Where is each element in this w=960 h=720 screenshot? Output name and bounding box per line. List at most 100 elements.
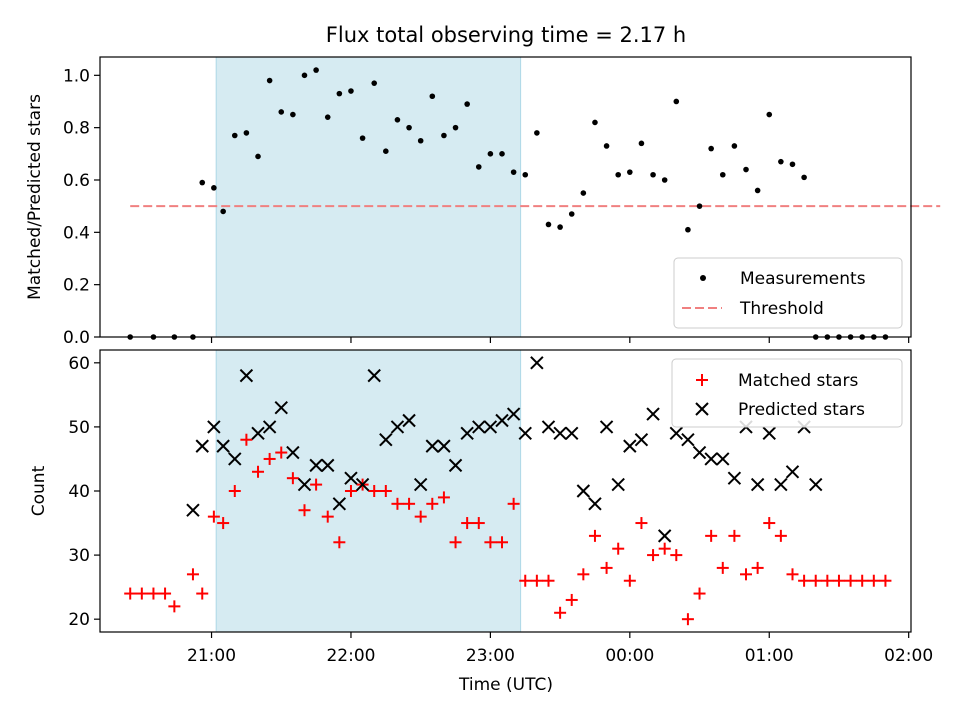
predicted-star-point bbox=[774, 477, 788, 492]
measurement-point bbox=[789, 161, 796, 168]
measurement-point bbox=[452, 124, 459, 131]
matched-star-point bbox=[333, 536, 346, 549]
measurement-point bbox=[417, 137, 424, 144]
matched-star-point bbox=[635, 517, 648, 530]
matched-star-point bbox=[228, 485, 241, 497]
bottom-x-tick-label: 02:00 bbox=[884, 646, 933, 666]
predicted-star-point bbox=[646, 407, 660, 421]
matched-star-point bbox=[159, 587, 172, 600]
bottom-y-axis: 20 30 40 50 60 bbox=[68, 354, 100, 630]
predicted-star-point bbox=[483, 420, 498, 434]
matched-star-point bbox=[716, 561, 729, 574]
predicted-star-point bbox=[216, 439, 230, 453]
measurement-point bbox=[255, 153, 261, 160]
legend-marker-matched bbox=[696, 374, 708, 386]
bottom-x-tick-label: 23:00 bbox=[466, 646, 515, 666]
matched-star-point bbox=[832, 574, 845, 587]
matched-star-point bbox=[751, 561, 764, 574]
matched-star-point bbox=[507, 497, 520, 510]
measurement-point bbox=[348, 88, 354, 94]
measurement-point bbox=[638, 140, 645, 147]
predicted-star-point bbox=[518, 426, 532, 441]
predicted-star-point bbox=[251, 426, 265, 441]
matched-star-point bbox=[196, 587, 209, 600]
measurement-point bbox=[754, 187, 761, 194]
measurement-point bbox=[603, 143, 610, 149]
measurement-point bbox=[627, 169, 633, 175]
chart-title: Flux total observing time = 2.17 h bbox=[326, 23, 686, 47]
measurements-series bbox=[127, 67, 889, 340]
matched-star-point bbox=[449, 536, 462, 549]
matched-star-point bbox=[414, 510, 427, 523]
matched-star-point bbox=[809, 574, 822, 587]
top-y-tick-label: 0.6 bbox=[63, 171, 90, 191]
measurement-point bbox=[394, 117, 401, 123]
predicted-star-point bbox=[506, 407, 521, 421]
matched-star-point bbox=[484, 536, 497, 549]
bottom-legend: Matched stars Predicted stars bbox=[671, 358, 903, 428]
matched-star-point bbox=[577, 568, 590, 581]
matched-stars-series bbox=[124, 433, 892, 626]
measurement-point bbox=[220, 208, 226, 215]
measurement-point bbox=[650, 171, 656, 178]
predicted-star-point bbox=[809, 477, 823, 492]
predicted-star-point bbox=[228, 452, 242, 466]
matched-star-point bbox=[124, 587, 137, 600]
bottom-y-tick-label: 20 bbox=[68, 610, 90, 630]
predicted-star-point bbox=[576, 484, 591, 498]
measurement-point bbox=[522, 171, 529, 178]
matched-star-point bbox=[786, 568, 799, 581]
measurement-point bbox=[685, 226, 691, 233]
measurement-point bbox=[429, 93, 436, 100]
measurement-point bbox=[696, 203, 703, 209]
matched-star-point bbox=[763, 517, 776, 530]
matched-star-point bbox=[252, 465, 265, 478]
top-shaded-span bbox=[215, 56, 522, 338]
top-plot-frame bbox=[99, 56, 912, 338]
measurement-point bbox=[243, 130, 250, 136]
bottom-legend-box bbox=[671, 358, 903, 428]
bottom-plot-frame bbox=[99, 349, 912, 633]
measurement-point bbox=[778, 158, 784, 165]
predicted-star-point bbox=[553, 426, 567, 441]
bottom-x-tick-label: 01:00 bbox=[745, 646, 794, 666]
measurement-point bbox=[510, 169, 517, 175]
top-legend-box bbox=[673, 257, 903, 329]
measurement-point bbox=[266, 77, 273, 84]
predicted-star-point bbox=[274, 400, 288, 415]
matched-star-point bbox=[681, 613, 694, 626]
predicted-star-point bbox=[565, 426, 579, 441]
matched-star-point bbox=[186, 568, 199, 581]
matched-star-point bbox=[472, 517, 485, 530]
predicted-star-point bbox=[413, 477, 428, 492]
predicted-star-point bbox=[681, 433, 695, 447]
legend-label-predicted: Predicted stars bbox=[738, 400, 865, 420]
measurement-point bbox=[464, 101, 470, 107]
measurement-point bbox=[499, 151, 505, 157]
matched-star-point bbox=[321, 510, 334, 523]
matched-star-point bbox=[217, 517, 230, 530]
predicted-star-point bbox=[727, 471, 742, 485]
measurement-point bbox=[545, 221, 552, 228]
matched-star-point bbox=[774, 529, 787, 542]
predicted-star-point bbox=[460, 426, 474, 441]
matched-star-point bbox=[554, 606, 567, 619]
matched-star-point bbox=[298, 504, 311, 517]
matched-star-point bbox=[403, 497, 416, 510]
legend-label-measurements: Measurements bbox=[740, 269, 866, 289]
matched-star-point bbox=[542, 574, 555, 587]
matched-star-point bbox=[867, 574, 880, 587]
predicted-star-point bbox=[239, 368, 254, 383]
matched-star-point bbox=[379, 485, 392, 497]
measurement-point bbox=[278, 109, 285, 115]
x-axis-label: Time (UTC) bbox=[458, 675, 553, 695]
matched-star-point bbox=[496, 536, 509, 549]
matched-star-point bbox=[437, 491, 450, 504]
predicted-star-point bbox=[530, 356, 544, 370]
predicted-star-point bbox=[344, 471, 358, 485]
measurement-point bbox=[211, 185, 217, 191]
matched-star-point bbox=[821, 574, 834, 587]
measurement-point bbox=[441, 132, 447, 139]
bottom-x-tick-label: 00:00 bbox=[605, 646, 654, 666]
measurement-point bbox=[719, 171, 726, 178]
